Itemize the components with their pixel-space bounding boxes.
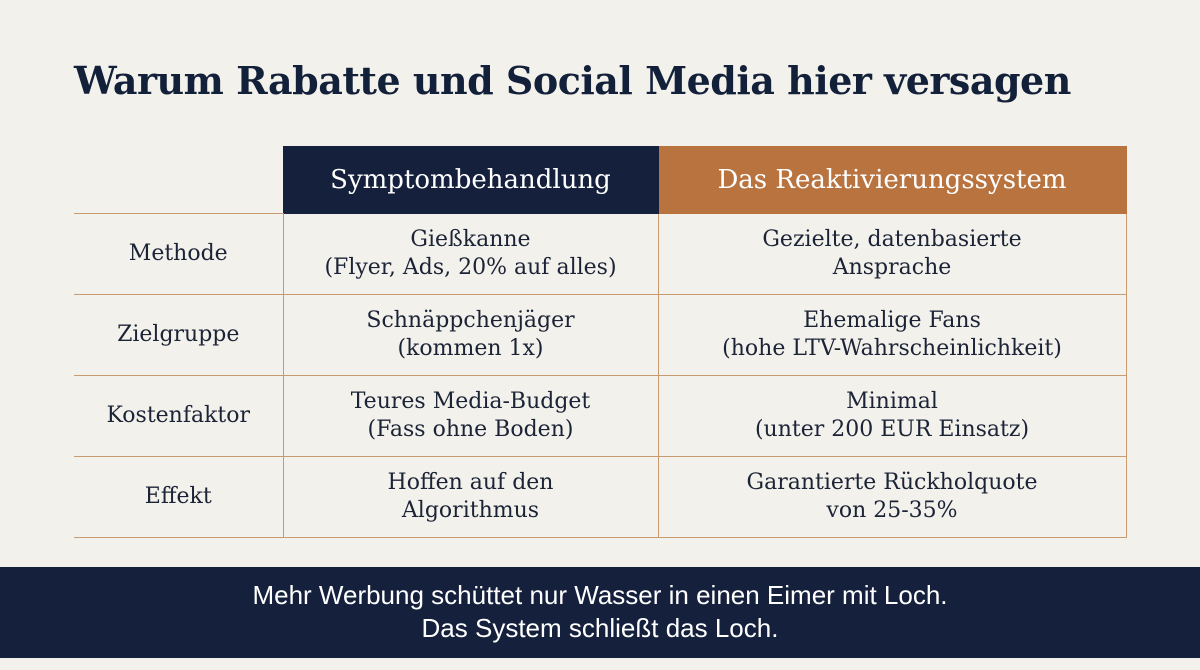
cell-text: Hoffen auf den [387,470,554,495]
cell-system-kostenfaktor: Minimal (unter 200 EUR Einsatz) [658,375,1127,457]
comparison-table: Symptombehandlung Das Reaktivierungssyst… [74,146,1127,538]
cell-text: Teures Media-Budget [350,389,591,414]
cell-text: Algorithmus [401,498,540,523]
page-title: Warum Rabatte und Social Media hier vers… [74,58,1071,103]
cell-text: Gezielte, datenbasierte [762,227,1022,252]
table-header-row: Symptombehandlung Das Reaktivierungssyst… [74,146,1127,214]
header-system: Das Reaktivierungssystem [657,146,1127,214]
cell-text: (Flyer, Ads, 20% auf alles) [324,255,617,280]
cell-text: Ehemalige Fans [803,308,981,333]
cell-symptom-effekt: Hoffen auf den Algorithmus [283,456,659,538]
table-row-zielgruppe: Zielgruppe Schnäppchenjäger (kommen 1x) … [74,294,1127,376]
footer-banner: Mehr Werbung schüttet nur Wasser in eine… [0,567,1200,658]
cell-text: Gießkanne [410,227,531,252]
table-row-kostenfaktor: Kostenfaktor Teures Media-Budget (Fass o… [74,375,1127,457]
cell-text: (kommen 1x) [397,336,544,361]
cell-text: (unter 200 EUR Einsatz) [754,417,1030,442]
cell-text: Minimal [846,389,938,414]
cell-symptom-kostenfaktor: Teures Media-Budget (Fass ohne Boden) [283,375,659,457]
footer-line-2: Das System schließt das Loch. [421,613,779,643]
cell-text: (Fass ohne Boden) [367,417,574,442]
cell-system-effekt: Garantierte Rückholquote von 25-35% [658,456,1127,538]
row-label-effekt: Effekt [74,456,284,538]
cell-text: von 25-35% [826,498,958,523]
table-row-effekt: Effekt Hoffen auf den Algorithmus Garant… [74,456,1127,538]
cell-system-methode: Gezielte, datenbasierte Ansprache [658,213,1127,295]
table-row-methode: Methode Gießkanne (Flyer, Ads, 20% auf a… [74,213,1127,295]
cell-text: Ansprache [832,255,952,280]
header-symptom: Symptombehandlung [282,146,659,214]
cell-symptom-methode: Gießkanne (Flyer, Ads, 20% auf alles) [283,213,659,295]
footer-line-1: Mehr Werbung schüttet nur Wasser in eine… [252,580,948,610]
cell-symptom-zielgruppe: Schnäppchenjäger (kommen 1x) [283,294,659,376]
cell-text: Schnäppchenjäger [366,308,575,333]
row-label-methode: Methode [74,213,284,295]
cell-system-zielgruppe: Ehemalige Fans (hohe LTV-Wahrscheinlichk… [658,294,1127,376]
header-empty-cell [74,146,283,214]
row-label-kostenfaktor: Kostenfaktor [74,375,284,457]
row-label-zielgruppe: Zielgruppe [74,294,284,376]
cell-text: Garantierte Rückholquote [746,470,1038,495]
cell-text: (hohe LTV-Wahrscheinlichkeit) [722,336,1062,361]
